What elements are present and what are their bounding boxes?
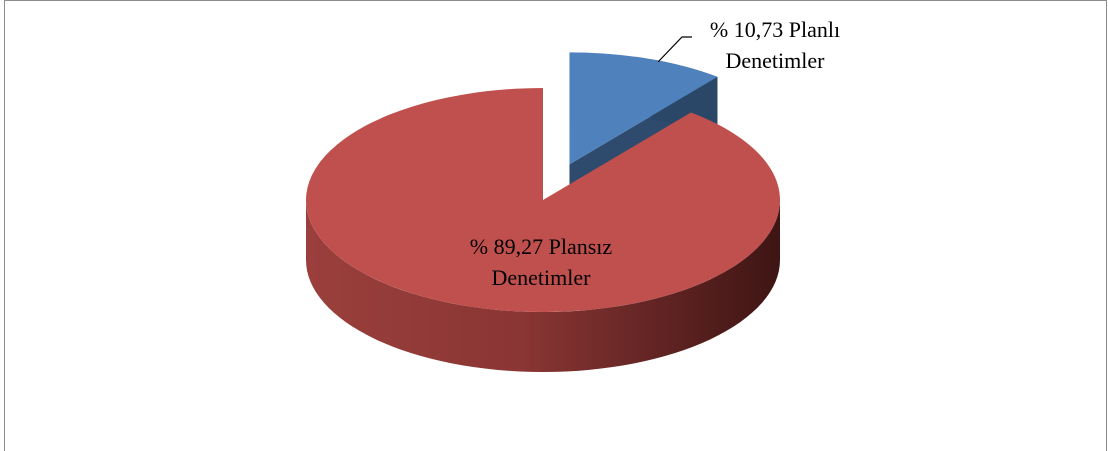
- slice-label: % 10,73 Planlı Denetimler: [709, 17, 841, 73]
- slice-side: [306, 200, 780, 372]
- slice-label: % 89,27 Plansız Denetimler: [469, 234, 613, 290]
- chart-border: [4, 0, 1107, 451]
- slice: [569, 52, 718, 165]
- leader-line: [657, 36, 692, 63]
- slice: [306, 88, 781, 312]
